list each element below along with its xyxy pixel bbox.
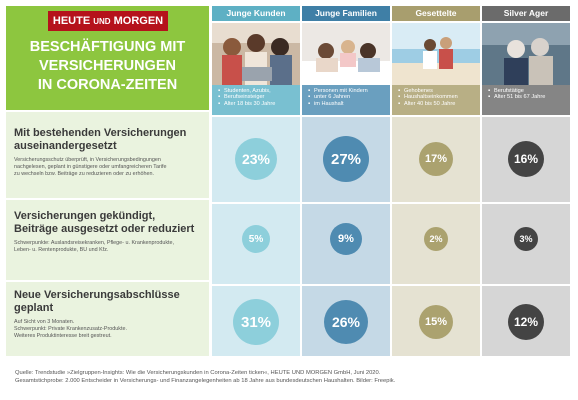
page-title-line-2: VERSICHERUNGEN: [39, 58, 176, 74]
row-title: Neue Versicherungsabschlüsse geplant: [14, 289, 201, 315]
percentage-bubble: 3%: [514, 227, 538, 251]
row-title-line: auseinandergesetzt: [14, 140, 117, 152]
group-column-junge-kunden: Junge Kunden Studenten, Azubis, Berufsei…: [212, 6, 300, 356]
percentage-bubble: 2%: [424, 227, 448, 251]
row-divider: [482, 202, 570, 204]
photo-senior-couple: [482, 23, 570, 85]
source-note-line: Gesamtstichprobe: 2.000 Entscheider in V…: [15, 378, 396, 384]
group-info-item: Alter 40 bis 50 Jahre: [398, 101, 476, 108]
title-panel: HEUTE UND MORGEN BESCHÄFTIGUNG MIT VERSI…: [6, 6, 209, 110]
row-divider: [302, 284, 390, 286]
group-info-item: Gehobenes: [398, 88, 476, 95]
group-info: Berufstätige Alter 51 bis 67 Jahre: [482, 85, 570, 115]
group-info-item: Studenten, Azubis,: [218, 88, 296, 95]
row-description: Auf Sicht von 3 Monaten. Schwerpunkt: Pr…: [14, 319, 201, 340]
row-title: Versicherungen gekündigt, Beiträge ausge…: [14, 210, 201, 236]
row-description-line: Weiteres Produktinteresse breit gestreut…: [14, 333, 112, 339]
group-column-gesettelte: Gesettelte Gehobenes Haushaltseinkommen …: [392, 6, 480, 356]
row-divider: [482, 284, 570, 286]
percentage-bubble: 17%: [419, 142, 453, 176]
row-divider: [212, 115, 300, 117]
row-label-existing-insurance: Mit bestehenden Versicherungen auseinand…: [6, 112, 209, 198]
group-info-item: Alter 51 bis 67 Jahre: [488, 94, 566, 101]
row-divider: [392, 115, 480, 117]
row-divider: [482, 115, 570, 117]
row-label-new-contracts: Neue Versicherungsabschlüsse geplant Auf…: [6, 282, 209, 356]
row-divider: [302, 202, 390, 204]
row-description-line: Leben- u. Rentenprodukte, BU und Kfz.: [14, 247, 109, 253]
group-column-junge-familien: Junge Familien Personen mit Kindern unte…: [302, 6, 390, 356]
percentage-bubble: 12%: [508, 304, 544, 340]
group-info: Personen mit Kindern unter 6 Jahren im H…: [302, 85, 390, 115]
row-description-line: Auf Sicht von 3 Monaten.: [14, 319, 75, 325]
row-divider: [392, 202, 480, 204]
row-divider: [302, 115, 390, 117]
source-note-line: Quelle: Trendstudie »Zielgruppen-Insight…: [15, 370, 381, 376]
group-info-item: unter 6 Jahren: [308, 94, 386, 101]
group-header: Silver Ager: [482, 6, 570, 21]
group-header: Junge Kunden: [212, 6, 300, 21]
company-logo: HEUTE UND MORGEN: [48, 11, 168, 31]
photo-family-on-bed: [302, 23, 390, 85]
row-title-line: Beiträge ausgesetzt oder reduziert: [14, 223, 195, 235]
row-title-line: geplant: [14, 302, 54, 314]
row-title-line: Versicherungen gekündigt,: [14, 210, 156, 222]
row-divider: [212, 284, 300, 286]
logo-text-heute: HEUTE: [52, 15, 91, 27]
percentage-bubble: 15%: [419, 305, 453, 339]
row-description-line: Schwerpunkt: Private Krankenzusatz-Produ…: [14, 326, 127, 332]
row-description: Versicherungsschutz überprüft, in Versic…: [14, 157, 201, 178]
group-body: 23% 5% 31%: [212, 115, 300, 356]
photo-young-people-laptop: [212, 23, 300, 85]
group-body: 17% 2% 15%: [392, 115, 480, 356]
percentage-bubble: 9%: [330, 223, 362, 255]
percentage-bubble: 23%: [235, 138, 277, 180]
group-info-item: Personen mit Kindern: [308, 88, 386, 95]
photo-couple-beach: [392, 23, 480, 85]
row-description-line: nachgelesen, geplant in günstigere oder …: [14, 164, 167, 170]
page-title-line-1: BESCHÄFTIGUNG MIT: [29, 39, 186, 55]
source-note: Quelle: Trendstudie »Zielgruppen-Insight…: [15, 369, 575, 385]
row-label-cancelled-insurance: Versicherungen gekündigt, Beiträge ausge…: [6, 200, 209, 280]
percentage-bubble: 5%: [242, 225, 270, 253]
group-body: 27% 9% 26%: [302, 115, 390, 356]
percentage-bubble: 31%: [233, 299, 279, 345]
percentage-bubble: 16%: [508, 141, 544, 177]
row-title: Mit bestehenden Versicherungen auseinand…: [14, 127, 201, 153]
logo-text-und: UND: [93, 17, 111, 26]
row-title-line: Neue Versicherungsabschlüsse: [14, 289, 180, 301]
group-info-item: im Haushalt: [308, 101, 386, 108]
percentage-bubble: 27%: [323, 136, 369, 182]
group-info-item: Berufstätige: [488, 88, 566, 95]
row-description-line: Versicherungsschutz überprüft, in Versic…: [14, 157, 161, 163]
group-header: Gesettelte: [392, 6, 480, 21]
page-title: BESCHÄFTIGUNG MIT VERSICHERUNGEN IN CORO…: [6, 38, 209, 95]
group-header: Junge Familien: [302, 6, 390, 21]
logo-text-morgen: MORGEN: [113, 15, 164, 27]
row-title-line: Mit bestehenden Versicherungen: [14, 127, 187, 139]
percentage-bubble: 26%: [324, 300, 368, 344]
row-divider: [392, 284, 480, 286]
group-info-item: Alter 18 bis 30 Jahre: [218, 101, 296, 108]
group-column-silver-ager: Silver Ager Berufstätige Alter 51 bis 67…: [482, 6, 570, 356]
row-description-line: zu wechseln bzw. Beiträge zu reduzieren …: [14, 171, 154, 177]
group-body: 16% 3% 12%: [482, 115, 570, 356]
row-description-line: Schwerpunkte: Auslandsreisekranken, Pfle…: [14, 240, 175, 246]
group-info-item: Haushaltseinkommen: [398, 94, 476, 101]
group-info-item: Berufseinsteiger: [218, 94, 296, 101]
page-title-line-3: IN CORONA-ZEITEN: [37, 77, 178, 93]
group-info: Studenten, Azubis, Berufseinsteiger Alte…: [212, 85, 300, 115]
row-divider: [212, 202, 300, 204]
group-info: Gehobenes Haushaltseinkommen Alter 40 bi…: [392, 85, 480, 115]
row-description: Schwerpunkte: Auslandsreisekranken, Pfle…: [14, 240, 201, 254]
